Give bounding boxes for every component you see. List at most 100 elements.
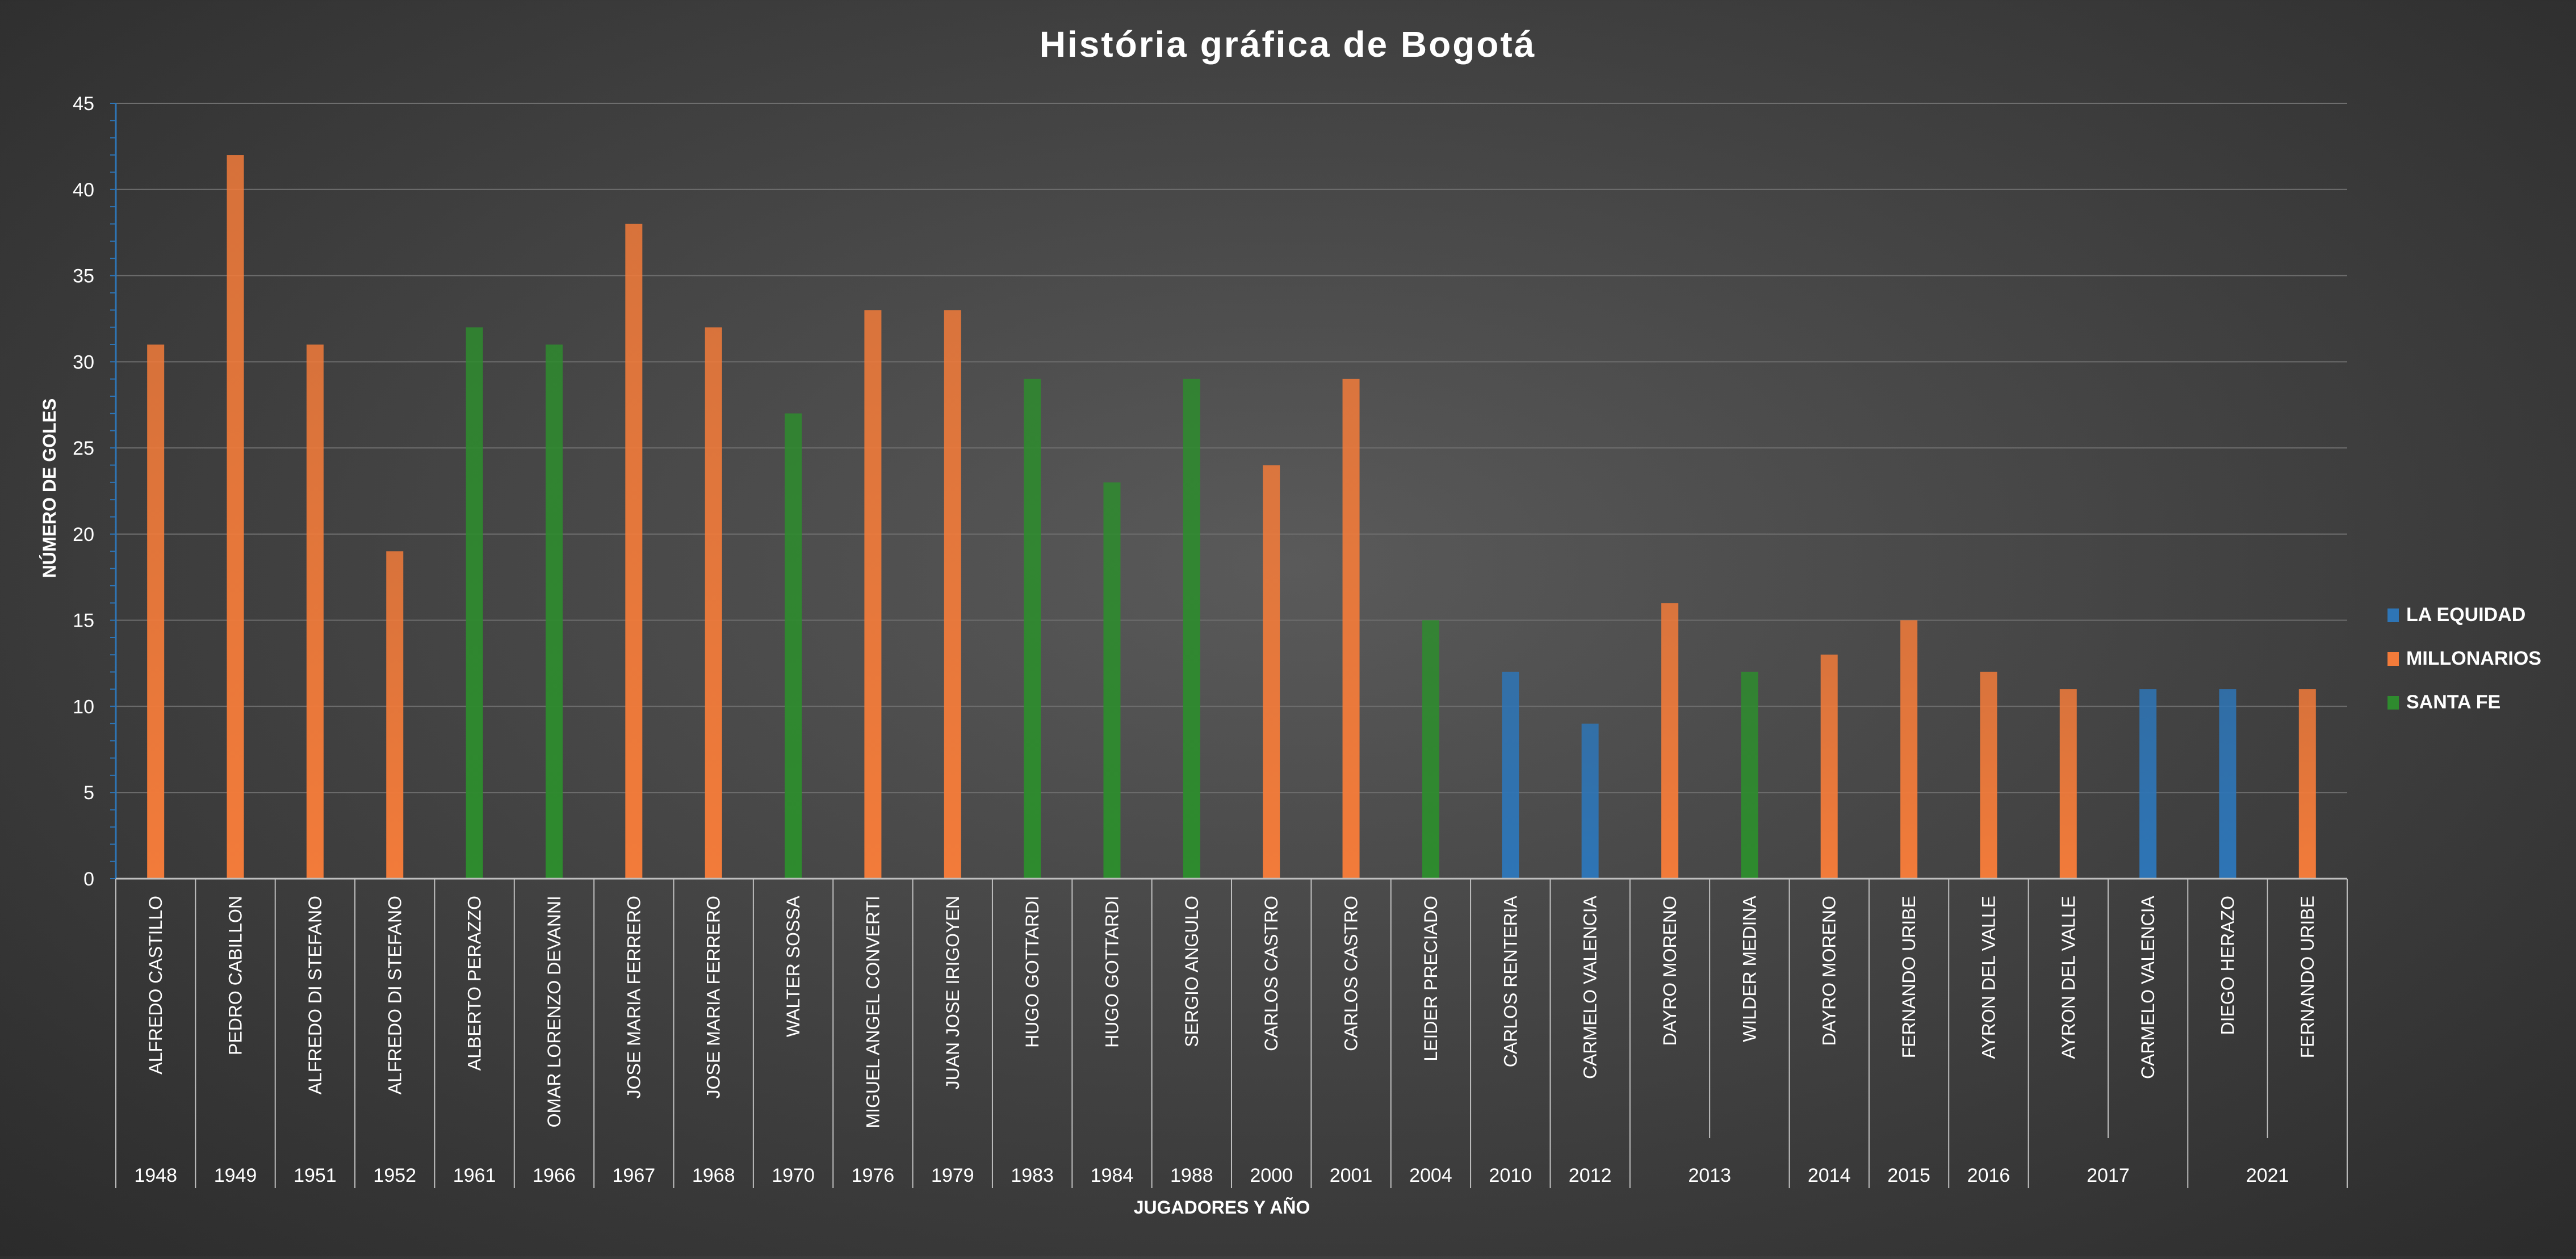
x-tick-label: LEIDER PRECIADO — [1421, 896, 1441, 1061]
x-tick-label: WALTER SOSSA — [783, 895, 803, 1037]
y-axis-label: NÚMERO DE GOLES — [39, 398, 60, 578]
year-label: 1949 — [214, 1165, 257, 1186]
bar — [1342, 379, 1360, 879]
bar — [1900, 620, 1918, 879]
year-label: 1983 — [1011, 1165, 1054, 1186]
bar — [147, 344, 165, 879]
x-tick-label: CARLOS CASTRO — [1261, 896, 1281, 1051]
bar — [705, 327, 722, 879]
x-tick-label: CARLOS CASTRO — [1341, 896, 1362, 1051]
x-tick-label: MIGUEL ANGEL CONVERTI — [862, 896, 883, 1128]
year-label: 2001 — [1330, 1165, 1373, 1186]
bar — [1661, 603, 1678, 879]
bar — [1741, 672, 1758, 879]
bar — [1502, 672, 1519, 879]
bar — [466, 327, 483, 879]
bar — [2059, 689, 2077, 879]
x-tick-label: SERGIO ANGULO — [1182, 896, 1202, 1047]
gridlines — [116, 103, 2347, 794]
year-label: 1951 — [294, 1165, 337, 1186]
year-label: 1976 — [852, 1165, 895, 1186]
x-tick-label: JOSE MARIA FERRERO — [623, 896, 644, 1098]
legend: LA EQUIDAD MILLONARIOS SANTA FE — [2387, 604, 2541, 713]
bar — [785, 413, 802, 879]
year-label: 1948 — [134, 1165, 177, 1186]
year-label: 2015 — [1887, 1165, 1930, 1186]
bar — [944, 310, 961, 879]
x-axis-label: JUGADORES Y AÑO — [1134, 1197, 1310, 1218]
legend-label: LA EQUIDAD — [2406, 604, 2525, 626]
x-tick-label: JUAN JOSE IRIGOYEN — [943, 896, 963, 1089]
y-tick-label: 15 — [73, 610, 94, 632]
bar — [1820, 654, 1838, 879]
x-tick-label: ALFREDO CASTILLO — [145, 896, 166, 1075]
x-tick-label: FERNANDO URIBE — [1899, 896, 1919, 1058]
year-label: 2016 — [1967, 1165, 2010, 1186]
bar — [1980, 672, 1997, 879]
x-tick-label: HUGO GOTTARDI — [1101, 896, 1122, 1048]
x-tick-label: ALFREDO DI STEFANO — [305, 896, 325, 1094]
x-tick-label: HUGO GOTTARDI — [1022, 896, 1042, 1048]
bar — [625, 224, 643, 879]
y-tick-label: 25 — [73, 438, 94, 459]
year-label: 1952 — [373, 1165, 416, 1186]
year-label: 2012 — [1569, 1165, 1612, 1186]
x-tick-label: WILDER MEDINA — [1739, 895, 1760, 1042]
bar — [227, 155, 244, 879]
year-label: 2014 — [1808, 1165, 1851, 1186]
x-tick-label: AYRON DEL VALLE — [1978, 896, 1999, 1059]
legend-label: MILLONARIOS — [2406, 648, 2541, 669]
x-tick-label: CARLOS RENTERIA — [1500, 895, 1521, 1067]
bar — [1103, 482, 1121, 879]
x-tick-label: JOSE MARIA FERRERO — [703, 896, 724, 1098]
x-tick-label: AYRON DEL VALLE — [2058, 896, 2079, 1059]
bar — [1422, 620, 1439, 879]
year-label: 1988 — [1170, 1165, 1213, 1186]
year-label: 2000 — [1250, 1165, 1293, 1186]
legend-label: SANTA FE — [2406, 691, 2500, 713]
x-tick-label: PEDRO CABILLON — [225, 896, 246, 1055]
bar — [2219, 689, 2236, 879]
legend-swatch — [2387, 652, 2399, 666]
year-label: 2004 — [1409, 1165, 1452, 1186]
y-tick-label: 45 — [73, 93, 94, 115]
bar — [2298, 689, 2316, 879]
year-label: 2013 — [1688, 1165, 1731, 1186]
bar — [1581, 723, 1599, 879]
x-tick-label: CARMELO VALENCIA — [2138, 895, 2158, 1079]
year-label: 2021 — [2246, 1165, 2289, 1186]
x-tick-label: CARMELO VALENCIA — [1580, 895, 1601, 1079]
bars — [147, 155, 2316, 879]
chart-title: História gráfica de Bogotá — [1040, 24, 1536, 65]
x-tick-label: FERNANDO URIBE — [2297, 896, 2318, 1058]
bar — [1024, 379, 1041, 879]
year-label: 1984 — [1091, 1165, 1134, 1186]
y-tick-label: 20 — [73, 524, 94, 545]
y-axis: 0 5 10 15 20 25 30 35 40 45 — [73, 93, 117, 890]
year-label: 1967 — [613, 1165, 656, 1186]
bar — [1183, 379, 1200, 879]
x-tick-label: OMAR LORENZO DEVANNI — [544, 896, 564, 1127]
x-tick-label: ALBERTO PERAZZO — [464, 896, 485, 1071]
y-tick-label: 40 — [73, 179, 94, 201]
y-tick-label: 30 — [73, 351, 94, 373]
bar — [386, 551, 404, 879]
y-tick-label: 10 — [73, 696, 94, 717]
legend-swatch — [2387, 696, 2399, 710]
bar — [1263, 465, 1280, 879]
x-tick-label: ALFREDO DI STEFANO — [384, 896, 405, 1094]
bar — [2139, 689, 2157, 879]
bar — [545, 344, 563, 879]
year-label: 1966 — [533, 1165, 576, 1186]
bar — [864, 310, 882, 879]
year-label: 2010 — [1489, 1165, 1532, 1186]
legend-swatch — [2387, 608, 2399, 622]
x-tick-label: DAYRO MORENO — [1660, 896, 1680, 1046]
year-label: 1970 — [772, 1165, 815, 1186]
y-tick-label: 35 — [73, 266, 94, 287]
y-tick-label: 5 — [83, 782, 94, 804]
x-axis: ALFREDO CASTILLO PEDRO CABILLON ALFREDO DI… — [115, 878, 2348, 1188]
x-tick-label: DIEGO HERAZO — [2217, 896, 2238, 1035]
